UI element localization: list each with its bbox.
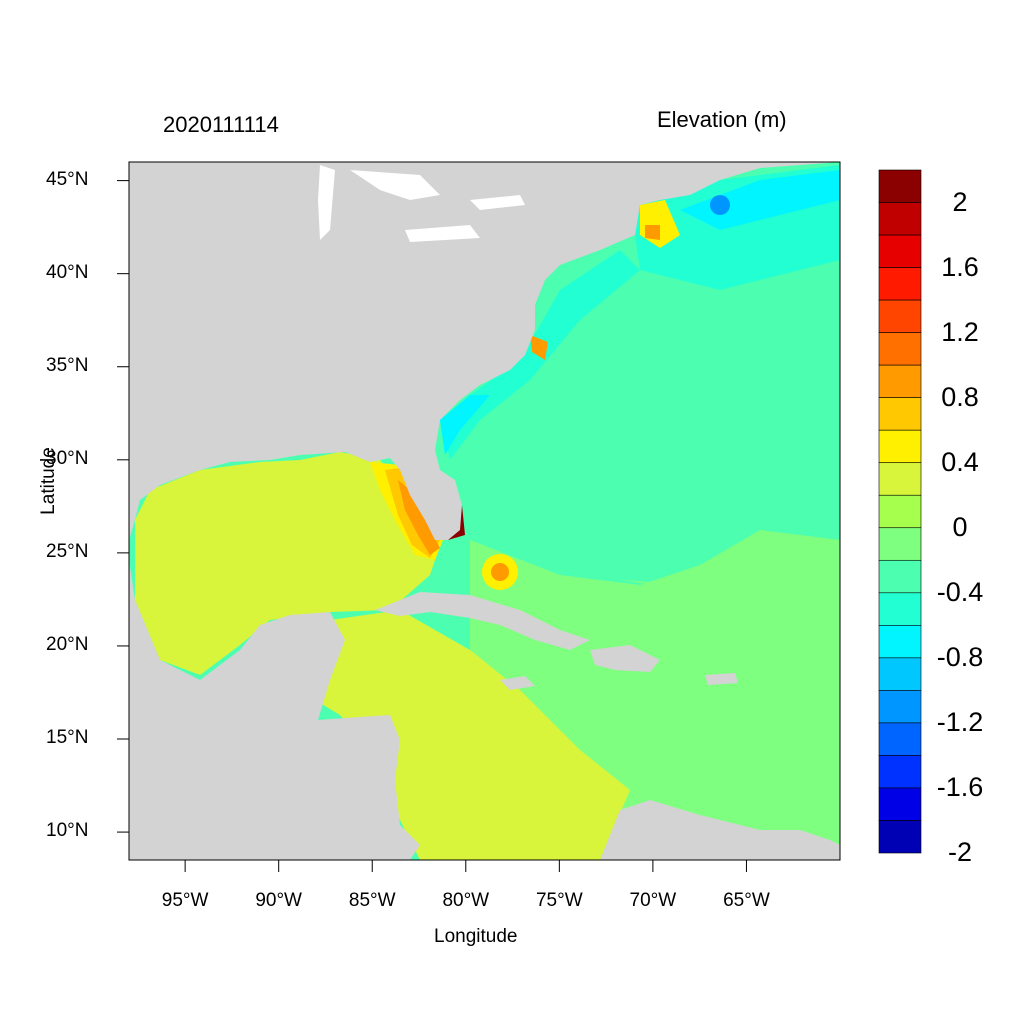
- colorbar-label: -1.6: [936, 771, 984, 802]
- y-tick-label: 35°N: [46, 354, 89, 376]
- x-tick-label: 80°W: [442, 890, 490, 911]
- cape-hatteras-surge: [530, 335, 548, 360]
- colorbar-label: 0.4: [941, 446, 979, 477]
- colorbar-swatch: [878, 462, 922, 496]
- colorbar-label: 1.6: [941, 251, 979, 282]
- colorbar-swatch: [878, 755, 922, 789]
- y-axis-label: Latitude: [38, 447, 59, 515]
- y-tick-label: 10°N: [46, 820, 89, 842]
- timestamp-title: 2020111114: [163, 112, 279, 137]
- colorbar-swatch: [878, 202, 922, 236]
- colorbar-swatch: [878, 787, 922, 821]
- colorbar-label: 1.2: [941, 316, 979, 347]
- gulf-field: [135, 452, 440, 675]
- colorbar-swatch: [878, 429, 922, 464]
- colorbar-label: -0.4: [936, 576, 984, 607]
- x-tick-label: 90°W: [255, 890, 302, 911]
- x-tick-label: 75°W: [535, 890, 583, 911]
- south-america-land: [600, 800, 840, 860]
- colorbar-label: -1.2: [936, 706, 984, 737]
- jamaica-land: [500, 676, 535, 690]
- colorbar-swatch: [878, 267, 922, 301]
- colorbar-swatch: [878, 494, 922, 529]
- colorbar-label: -2: [947, 837, 972, 867]
- x-axis-label: Longitude: [434, 926, 518, 947]
- y-tick-label: 45°N: [46, 168, 89, 190]
- colorbar: [878, 169, 922, 854]
- x-ticks: [184, 860, 747, 872]
- hispaniola-land: [590, 645, 660, 672]
- colorbar-swatch: [878, 559, 922, 594]
- colorbar-swatch: [878, 527, 922, 561]
- bahamas-surge-core: [491, 563, 509, 581]
- plot-frame: [128, 161, 841, 861]
- west-florida-shelf-peak: [398, 480, 440, 555]
- colorbar-swatch: [878, 722, 922, 756]
- colorbar-swatch: [878, 657, 922, 691]
- colorbar-swatch: [878, 592, 922, 626]
- colorbar-label: -0.8: [936, 641, 984, 672]
- y-tick-label: 15°N: [46, 727, 89, 748]
- colorbar-swatch: [878, 169, 922, 203]
- x-tick-label: 70°W: [629, 890, 677, 911]
- north-america-land: [129, 162, 840, 540]
- nova-scotia-low-core: [710, 195, 730, 215]
- colorbar-swatch: [878, 332, 922, 366]
- y-tick-label: 40°N: [46, 261, 89, 283]
- x-tick-label: 85°W: [348, 890, 396, 911]
- land: [129, 162, 840, 860]
- atlantic-south-field: [620, 535, 840, 600]
- new-england-surge-core: [645, 225, 660, 240]
- colorbar-swatch: [878, 820, 922, 854]
- y-tick-label: 25°N: [46, 540, 89, 562]
- variable-title: Elevation (m): [657, 107, 787, 132]
- great-lakes: [318, 165, 525, 242]
- colorbar-label: 0.8: [941, 381, 979, 412]
- colorbar-label: 2: [952, 186, 968, 217]
- colorbar-swatch: [878, 299, 922, 333]
- colorbar-label: 0: [952, 511, 968, 542]
- colorbar-swatch: [878, 234, 922, 268]
- colorbar-swatch: [878, 690, 922, 724]
- carolina-nearshore: [440, 395, 490, 455]
- mexico-land: [129, 560, 420, 860]
- x-tick-label: 65°W: [723, 890, 770, 911]
- colorbar-swatch: [878, 625, 922, 659]
- cuba-land: [375, 592, 590, 650]
- y-tick-label: 20°N: [46, 633, 89, 655]
- colorbar-swatch: [878, 364, 922, 398]
- puerto-rico-land: [705, 673, 738, 685]
- y-tick-label: 30°N: [46, 447, 89, 469]
- map-plot-area: [129, 162, 840, 860]
- colorbar-swatch: [878, 397, 922, 431]
- y-ticks: [117, 180, 129, 833]
- x-tick-label: 95°W: [161, 890, 209, 911]
